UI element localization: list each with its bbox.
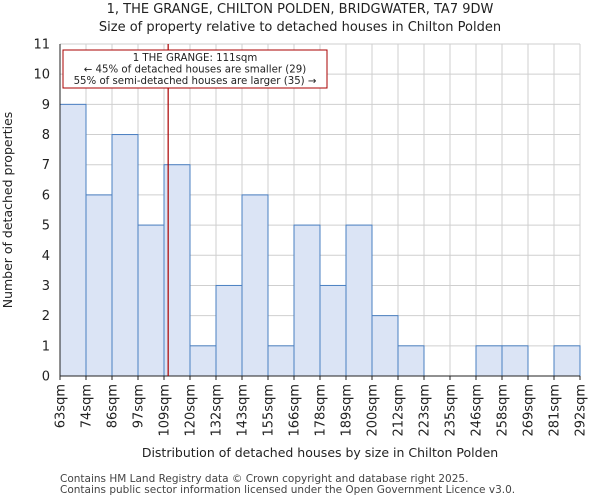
x-tick-label: 212sqm [392,384,407,437]
y-tick-label: 1 [42,339,50,354]
annotation-line: 1 THE GRANGE: 111sqm [133,53,258,64]
y-tick-label: 0 [42,370,50,385]
histogram-bar [241,194,269,377]
y-tick-label: 10 [33,68,50,83]
x-tick-label: 74sqm [80,384,95,428]
histogram-bar [371,315,399,377]
y-axis-label: Number of detached properties [0,112,15,309]
annotation-layer: 1 THE GRANGE: 111sqm← 45% of detached ho… [62,49,328,89]
x-tick-label: 281sqm [548,384,563,437]
y-tick-label: 4 [42,249,50,264]
x-tick-label: 200sqm [366,384,381,437]
x-tick-label: 86sqm [106,384,121,428]
y-tick-label: 11 [33,38,50,53]
chart-subtitle: Size of property relative to detached ho… [98,20,502,35]
histogram-bar [85,194,113,377]
histogram-bar [215,284,243,377]
x-tick-label: 258sqm [496,384,511,437]
histogram-bar [345,224,373,377]
histogram-bar [319,284,347,377]
footer-licence: Contains public sector information licen… [60,484,516,496]
x-tick-label: 246sqm [470,384,485,437]
histogram-bar [501,345,529,377]
x-tick-label: 189sqm [340,384,355,437]
x-tick-label: 269sqm [522,384,537,437]
annotation-line: 55% of semi-detached houses are larger (… [74,76,317,87]
histogram-bar [267,345,295,377]
x-tick-label: 235sqm [444,384,459,437]
chart-plot: 0 1 2 3 4 5 6 7 8 9 10 11 63sqm 74sqm 86sqm 97sqm 109sqm… [0,38,589,461]
x-tick-label: 292sqm [574,384,589,437]
x-axis-label: Distribution of detached houses by size … [142,445,498,460]
histogram-bar [293,224,321,377]
histogram-bar [397,345,425,377]
x-tick-label: 132sqm [210,384,225,437]
histogram-bar [137,224,165,377]
histogram-bar [111,134,139,377]
bars-layer [59,103,581,377]
x-tick-label: 109sqm [158,384,173,437]
x-tick-label: 166sqm [288,384,303,437]
footer-copyright: Contains HM Land Registry data © Crown c… [60,473,469,485]
x-tick-label: 63sqm [54,384,69,428]
histogram-bar [59,103,87,377]
y-tick-label: 7 [42,158,50,173]
y-tick-label: 2 [42,309,50,324]
x-tick-label: 223sqm [418,384,433,437]
annotation-box [62,49,328,89]
y-tick-label: 5 [42,219,50,234]
y-tick-label: 3 [42,279,50,294]
histogram-bar [189,345,217,377]
histogram-bar [553,345,581,377]
ticks-layer: 0 1 2 3 4 5 6 7 8 9 10 11 63sqm 74sqm 86sqm 97sqm 109sqm… [33,38,588,437]
x-tick-label: 143sqm [236,384,251,437]
y-tick-label: 6 [42,188,50,203]
y-tick-label: 8 [42,128,50,143]
y-tick-label: 9 [42,98,50,113]
x-tick-label: 97sqm [132,384,147,428]
histogram-bar [475,345,503,377]
x-tick-label: 120sqm [184,384,199,437]
x-tick-label: 155sqm [262,384,277,437]
chart-title: 1, THE GRANGE, CHILTON POLDEN, BRIDGWATE… [106,2,494,17]
annotation-line: ← 45% of detached houses are smaller (29… [84,65,306,76]
x-tick-label: 178sqm [314,384,329,437]
